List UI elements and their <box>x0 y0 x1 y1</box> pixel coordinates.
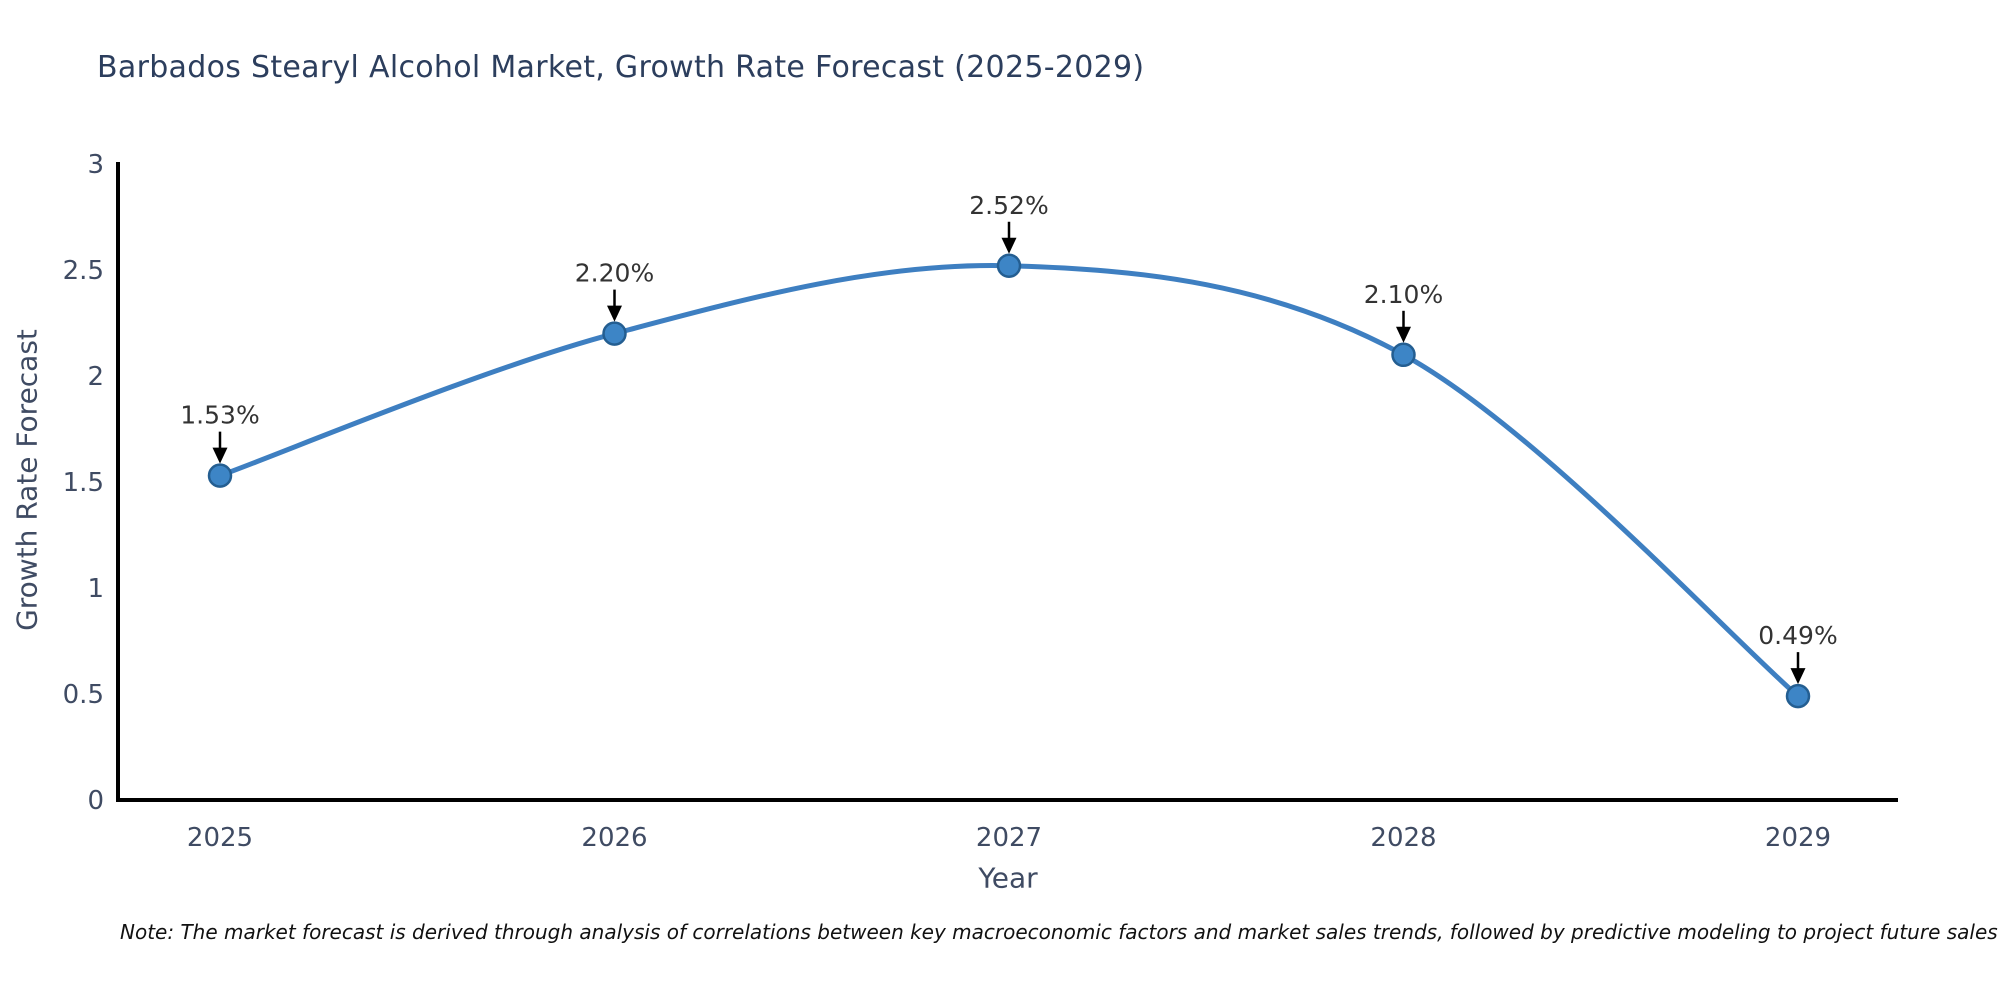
y-axis-label: Growth Rate Forecast <box>10 329 44 631</box>
y-axis-tick-label: 3 <box>87 150 104 180</box>
data-point-label: 2.20% <box>575 259 654 288</box>
annotation-arrow-head <box>607 305 622 322</box>
x-axis-label: Year <box>978 861 1038 895</box>
y-axis-tick-label: 0 <box>87 786 104 816</box>
data-point-label: 1.53% <box>180 401 259 430</box>
annotation-arrow-head <box>1790 668 1806 685</box>
x-axis-tick-label: 2027 <box>976 823 1042 853</box>
x-axis-tick-label: 2028 <box>1370 823 1436 853</box>
x-axis-tick-label: 2029 <box>1765 823 1831 853</box>
annotation-arrow-head <box>1396 326 1411 343</box>
y-axis-tick-label: 1 <box>87 574 104 604</box>
data-point-label: 2.52% <box>969 191 1048 220</box>
annotation-arrow-head <box>212 447 228 464</box>
y-axis-tick-label: 2.5 <box>63 256 104 286</box>
chart-note: Note: The market forecast is derived thr… <box>120 920 1998 944</box>
data-point-marker <box>996 253 1022 279</box>
data-point-marker <box>207 463 233 488</box>
chart-title: Barbados Stearyl Alcohol Market, Growth … <box>97 50 1145 85</box>
annotation-arrow-head <box>1001 237 1017 254</box>
data-point-label: 0.49% <box>1758 621 1837 650</box>
x-axis-tick-label: 2026 <box>581 823 647 853</box>
data-point-label: 2.10% <box>1364 280 1443 309</box>
data-point-marker <box>1785 683 1811 709</box>
forecast-curve <box>217 263 1801 699</box>
y-axis-tick-label: 2 <box>87 362 104 392</box>
y-axis-tick-label: 1.5 <box>63 468 104 498</box>
data-point-marker <box>1391 342 1416 368</box>
y-axis-tick-label: 0.5 <box>63 680 104 710</box>
x-axis-tick-label: 2025 <box>187 823 253 853</box>
data-point-marker <box>602 321 627 346</box>
